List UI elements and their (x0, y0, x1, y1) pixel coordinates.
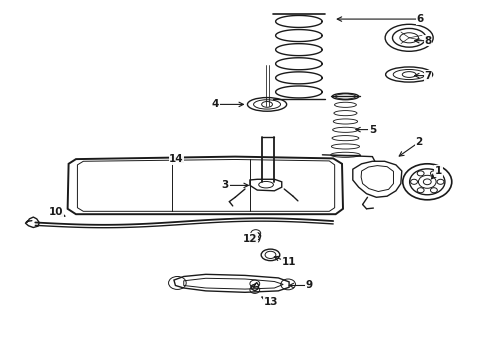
Text: 3: 3 (222, 180, 229, 190)
Text: 4: 4 (212, 99, 220, 109)
Text: 11: 11 (282, 257, 296, 267)
Text: 9: 9 (305, 280, 312, 291)
Text: 2: 2 (416, 137, 422, 147)
Text: 13: 13 (264, 297, 278, 307)
Text: 6: 6 (416, 14, 423, 24)
Text: 1: 1 (435, 166, 442, 176)
Text: 10: 10 (49, 207, 64, 217)
Text: 12: 12 (243, 234, 257, 244)
Text: 7: 7 (424, 71, 432, 81)
Text: 5: 5 (369, 125, 376, 135)
Text: 14: 14 (169, 154, 184, 165)
Text: 8: 8 (424, 36, 431, 46)
